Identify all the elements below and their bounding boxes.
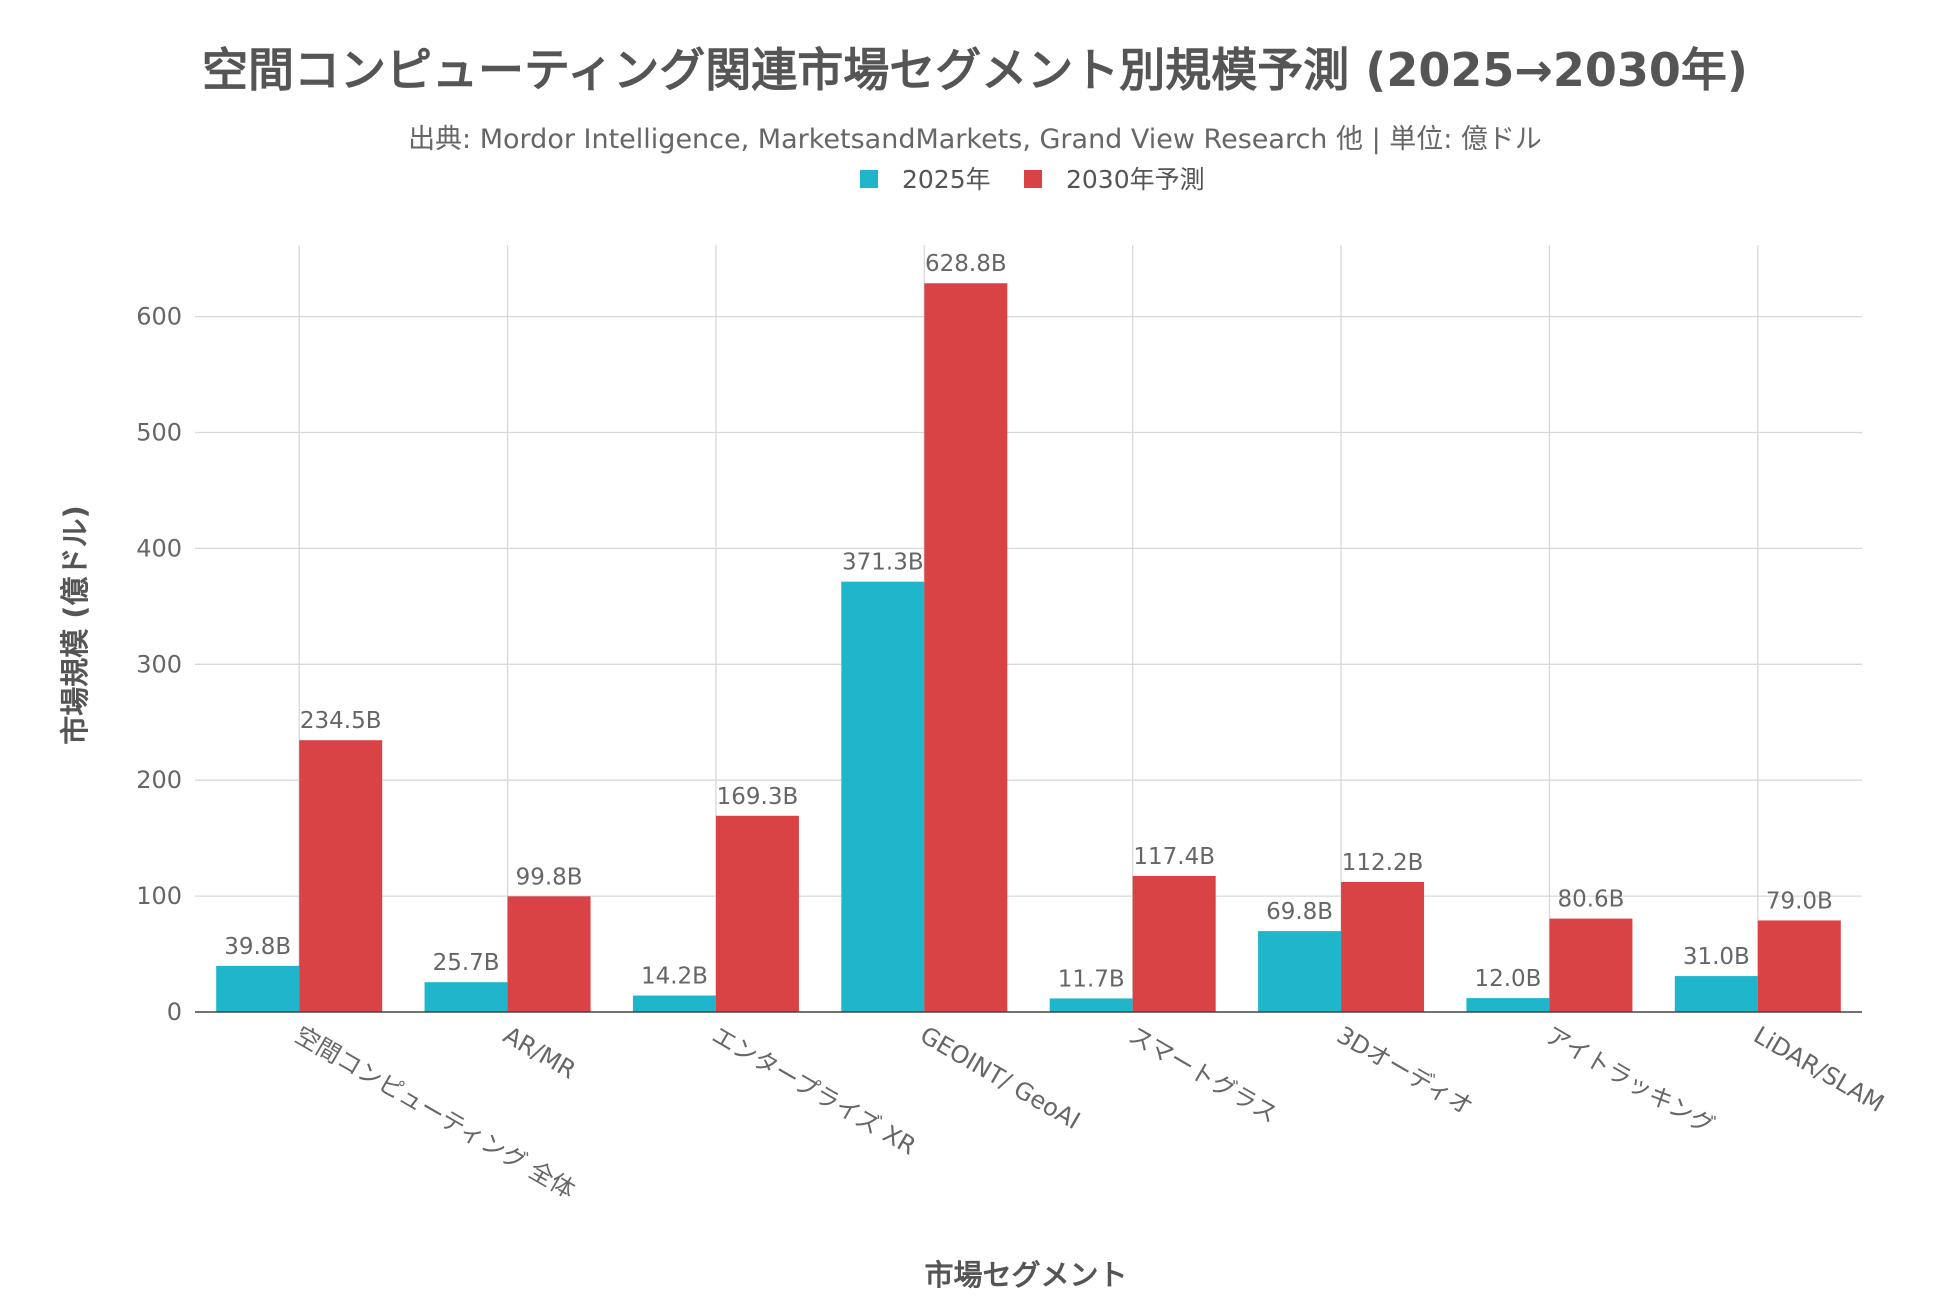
bar-2025 xyxy=(632,995,716,1012)
bar-data-label: 11.7B xyxy=(1058,966,1125,992)
bar-2025 xyxy=(1258,931,1342,1012)
x-axis-title: 市場セグメント xyxy=(924,1258,1127,1292)
x-tick-label: LiDAR/SLAM xyxy=(1749,1021,1889,1118)
bar-data-label: 80.6B xyxy=(1557,887,1624,913)
chart-title: 空間コンピューティング関連市場セグメント別規模予測 (2025→2030年) xyxy=(202,43,1748,97)
x-tick-label: GEOINT/ GeoAI xyxy=(915,1021,1085,1135)
bar-2030 xyxy=(1757,920,1841,1012)
bar-data-label: 25.7B xyxy=(433,950,500,976)
x-tick-label: AR/MR xyxy=(499,1021,581,1085)
bar-data-label: 117.4B xyxy=(1133,844,1215,870)
bar-2030 xyxy=(507,896,591,1012)
bar-data-label: 234.5B xyxy=(300,708,382,734)
bar-2025 xyxy=(841,581,925,1012)
y-tick-label: 500 xyxy=(136,419,182,447)
legend: 2025年 2030年予測 xyxy=(860,165,1205,194)
bar-data-label: 79.0B xyxy=(1766,888,1833,914)
y-tick-label: 200 xyxy=(136,766,182,794)
x-tick-label: アイトラッキング xyxy=(1540,1021,1719,1140)
legend-label: 2030年予測 xyxy=(1066,165,1205,194)
chart-subtitle: 出典: Mordor Intelligence, MarketsandMarke… xyxy=(408,124,1542,155)
bars xyxy=(216,283,1841,1012)
bar-data-label: 69.8B xyxy=(1266,899,1333,925)
bar-2030 xyxy=(1549,918,1633,1012)
bar-2030 xyxy=(924,283,1008,1012)
y-axis-ticks: 0 100 200 300 400 500 600 xyxy=(136,303,182,1026)
y-tick-label: 300 xyxy=(136,650,182,678)
legend-swatch xyxy=(1024,170,1042,188)
y-tick-label: 600 xyxy=(136,303,182,331)
y-tick-label: 0 xyxy=(167,998,182,1026)
bar-2030 xyxy=(299,740,383,1012)
bar-2025 xyxy=(216,965,300,1012)
bar-2030 xyxy=(1132,875,1216,1012)
legend-label: 2025年 xyxy=(902,165,991,194)
bar-data-label: 169.3B xyxy=(717,784,799,810)
gridlines xyxy=(195,245,1862,1012)
bar-2025 xyxy=(1466,998,1550,1012)
bar-data-label: 371.3B xyxy=(842,550,924,576)
y-tick-label: 400 xyxy=(136,534,182,562)
bar-2025 xyxy=(1049,998,1133,1012)
legend-swatch xyxy=(860,170,878,188)
bar-2025 xyxy=(1674,976,1758,1012)
bar-data-label: 31.0B xyxy=(1683,944,1750,970)
data-labels: 39.8B 25.7B 14.2B 371.3B 11.7B 69.8B 12.0B 31.0… xyxy=(224,251,1833,992)
bar-2025 xyxy=(424,982,508,1012)
bar-data-label: 12.0B xyxy=(1474,966,1541,992)
y-tick-label: 100 xyxy=(136,882,182,910)
bar-data-label: 14.2B xyxy=(641,964,708,990)
bar-data-label: 99.8B xyxy=(516,864,583,890)
bar-2030 xyxy=(1341,881,1425,1012)
bar-data-label: 39.8B xyxy=(224,934,291,960)
x-tick-label: スマートグラス xyxy=(1124,1021,1282,1129)
y-axis-title: 市場規模 (億ドル) xyxy=(58,505,92,745)
x-tick-label: エンタープライズ XR xyxy=(707,1021,921,1161)
bar-data-label: 628.8B xyxy=(925,251,1007,277)
bar-2030 xyxy=(715,815,799,1012)
bar-data-label: 112.2B xyxy=(1342,850,1424,876)
x-tick-label: 3Dオーディオ xyxy=(1332,1021,1478,1121)
